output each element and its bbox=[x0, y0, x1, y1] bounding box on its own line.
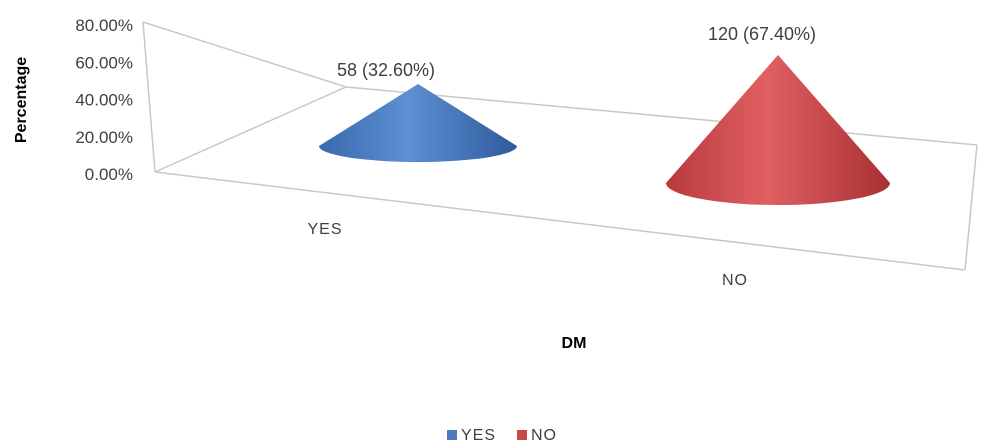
y-tick-label: 40.00% bbox=[75, 91, 133, 110]
cones bbox=[319, 54, 890, 205]
legend-label-yes: YES bbox=[461, 427, 496, 444]
legend-swatch-yes bbox=[447, 430, 457, 440]
floor-front-edge bbox=[154, 171, 966, 271]
legend-label-no: NO bbox=[531, 427, 557, 444]
cone-no bbox=[666, 54, 890, 205]
back-wall-diagonal bbox=[154, 86, 347, 173]
data-label-no: 120 (67.40%) bbox=[708, 24, 816, 44]
legend-swatch-no bbox=[517, 430, 527, 440]
y-axis-ticks: 0.00% 20.00% 40.00% 60.00% 80.00% bbox=[75, 16, 133, 184]
back-wall-left-edge bbox=[142, 21, 156, 173]
y-tick-label: 0.00% bbox=[85, 165, 133, 184]
y-tick-label: 60.00% bbox=[75, 53, 133, 72]
data-label-yes: 58 (32.60%) bbox=[337, 60, 435, 80]
y-tick-label: 20.00% bbox=[75, 128, 133, 147]
legend: YES NO bbox=[447, 427, 557, 444]
plot-frame bbox=[142, 21, 978, 271]
category-label-yes: YES bbox=[307, 221, 342, 238]
category-label-no: NO bbox=[722, 272, 748, 289]
cone-yes bbox=[319, 84, 517, 162]
y-tick-label: 80.00% bbox=[75, 16, 133, 35]
x-axis-title: DM bbox=[562, 335, 587, 352]
y-axis-title: Percentage bbox=[13, 57, 30, 143]
back-wall-top-edge bbox=[345, 86, 978, 146]
floor-right-edge bbox=[964, 144, 978, 271]
back-wall bbox=[142, 21, 347, 88]
